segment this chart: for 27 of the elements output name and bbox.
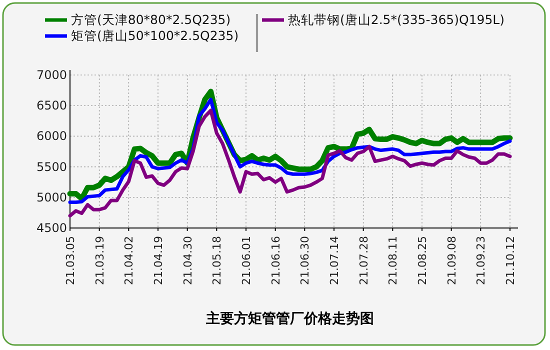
legend-label: 矩管(唐山50*100*2.5Q235) xyxy=(71,28,239,43)
x-tick-label: 21.08.25 xyxy=(416,236,429,285)
x-tick-label: 21.08.11 xyxy=(386,236,400,285)
legend-label: 方管(天津80*80*2.5Q235) xyxy=(71,12,231,27)
text: 主要方矩管管厂价格走势图 xyxy=(205,310,374,327)
legend-label: 热轧带钢(唐山2.5*(335-365)Q195L) xyxy=(288,12,505,27)
x-tick-label: 21.05.18 xyxy=(210,236,224,285)
x-tick-label: 21.04.02 xyxy=(122,236,136,285)
x-tick-label: 21.07.14 xyxy=(328,236,341,285)
x-tick-label: 21.09.08 xyxy=(445,236,458,285)
x-tick-label: 21.03.19 xyxy=(93,236,106,285)
y-tick-label: 7000 xyxy=(36,68,67,82)
x-tick-label: 21.09.23 xyxy=(474,236,488,285)
y-tick-label: 4500 xyxy=(36,221,67,235)
x-tick-label: 21.04.19 xyxy=(152,236,165,285)
x-tick-label: 21.10.12 xyxy=(504,236,517,285)
line-series xyxy=(68,108,512,218)
y-tick-label: 6000 xyxy=(36,129,67,144)
y-tick-label: 5000 xyxy=(36,190,67,204)
x-tick-label: 21.06.30 xyxy=(298,236,312,285)
x-tick-label: 21.03.05 xyxy=(64,236,77,285)
y-tick-label: 5500 xyxy=(36,160,67,174)
x-tick-label: 21.06.01 xyxy=(240,236,253,285)
x-tick-label: 21.06.16 xyxy=(269,236,282,285)
y-tick-label: 6500 xyxy=(36,98,67,113)
x-tick-label: 21.04.30 xyxy=(181,236,194,285)
x-tick-label: 21.07.28 xyxy=(357,236,370,285)
